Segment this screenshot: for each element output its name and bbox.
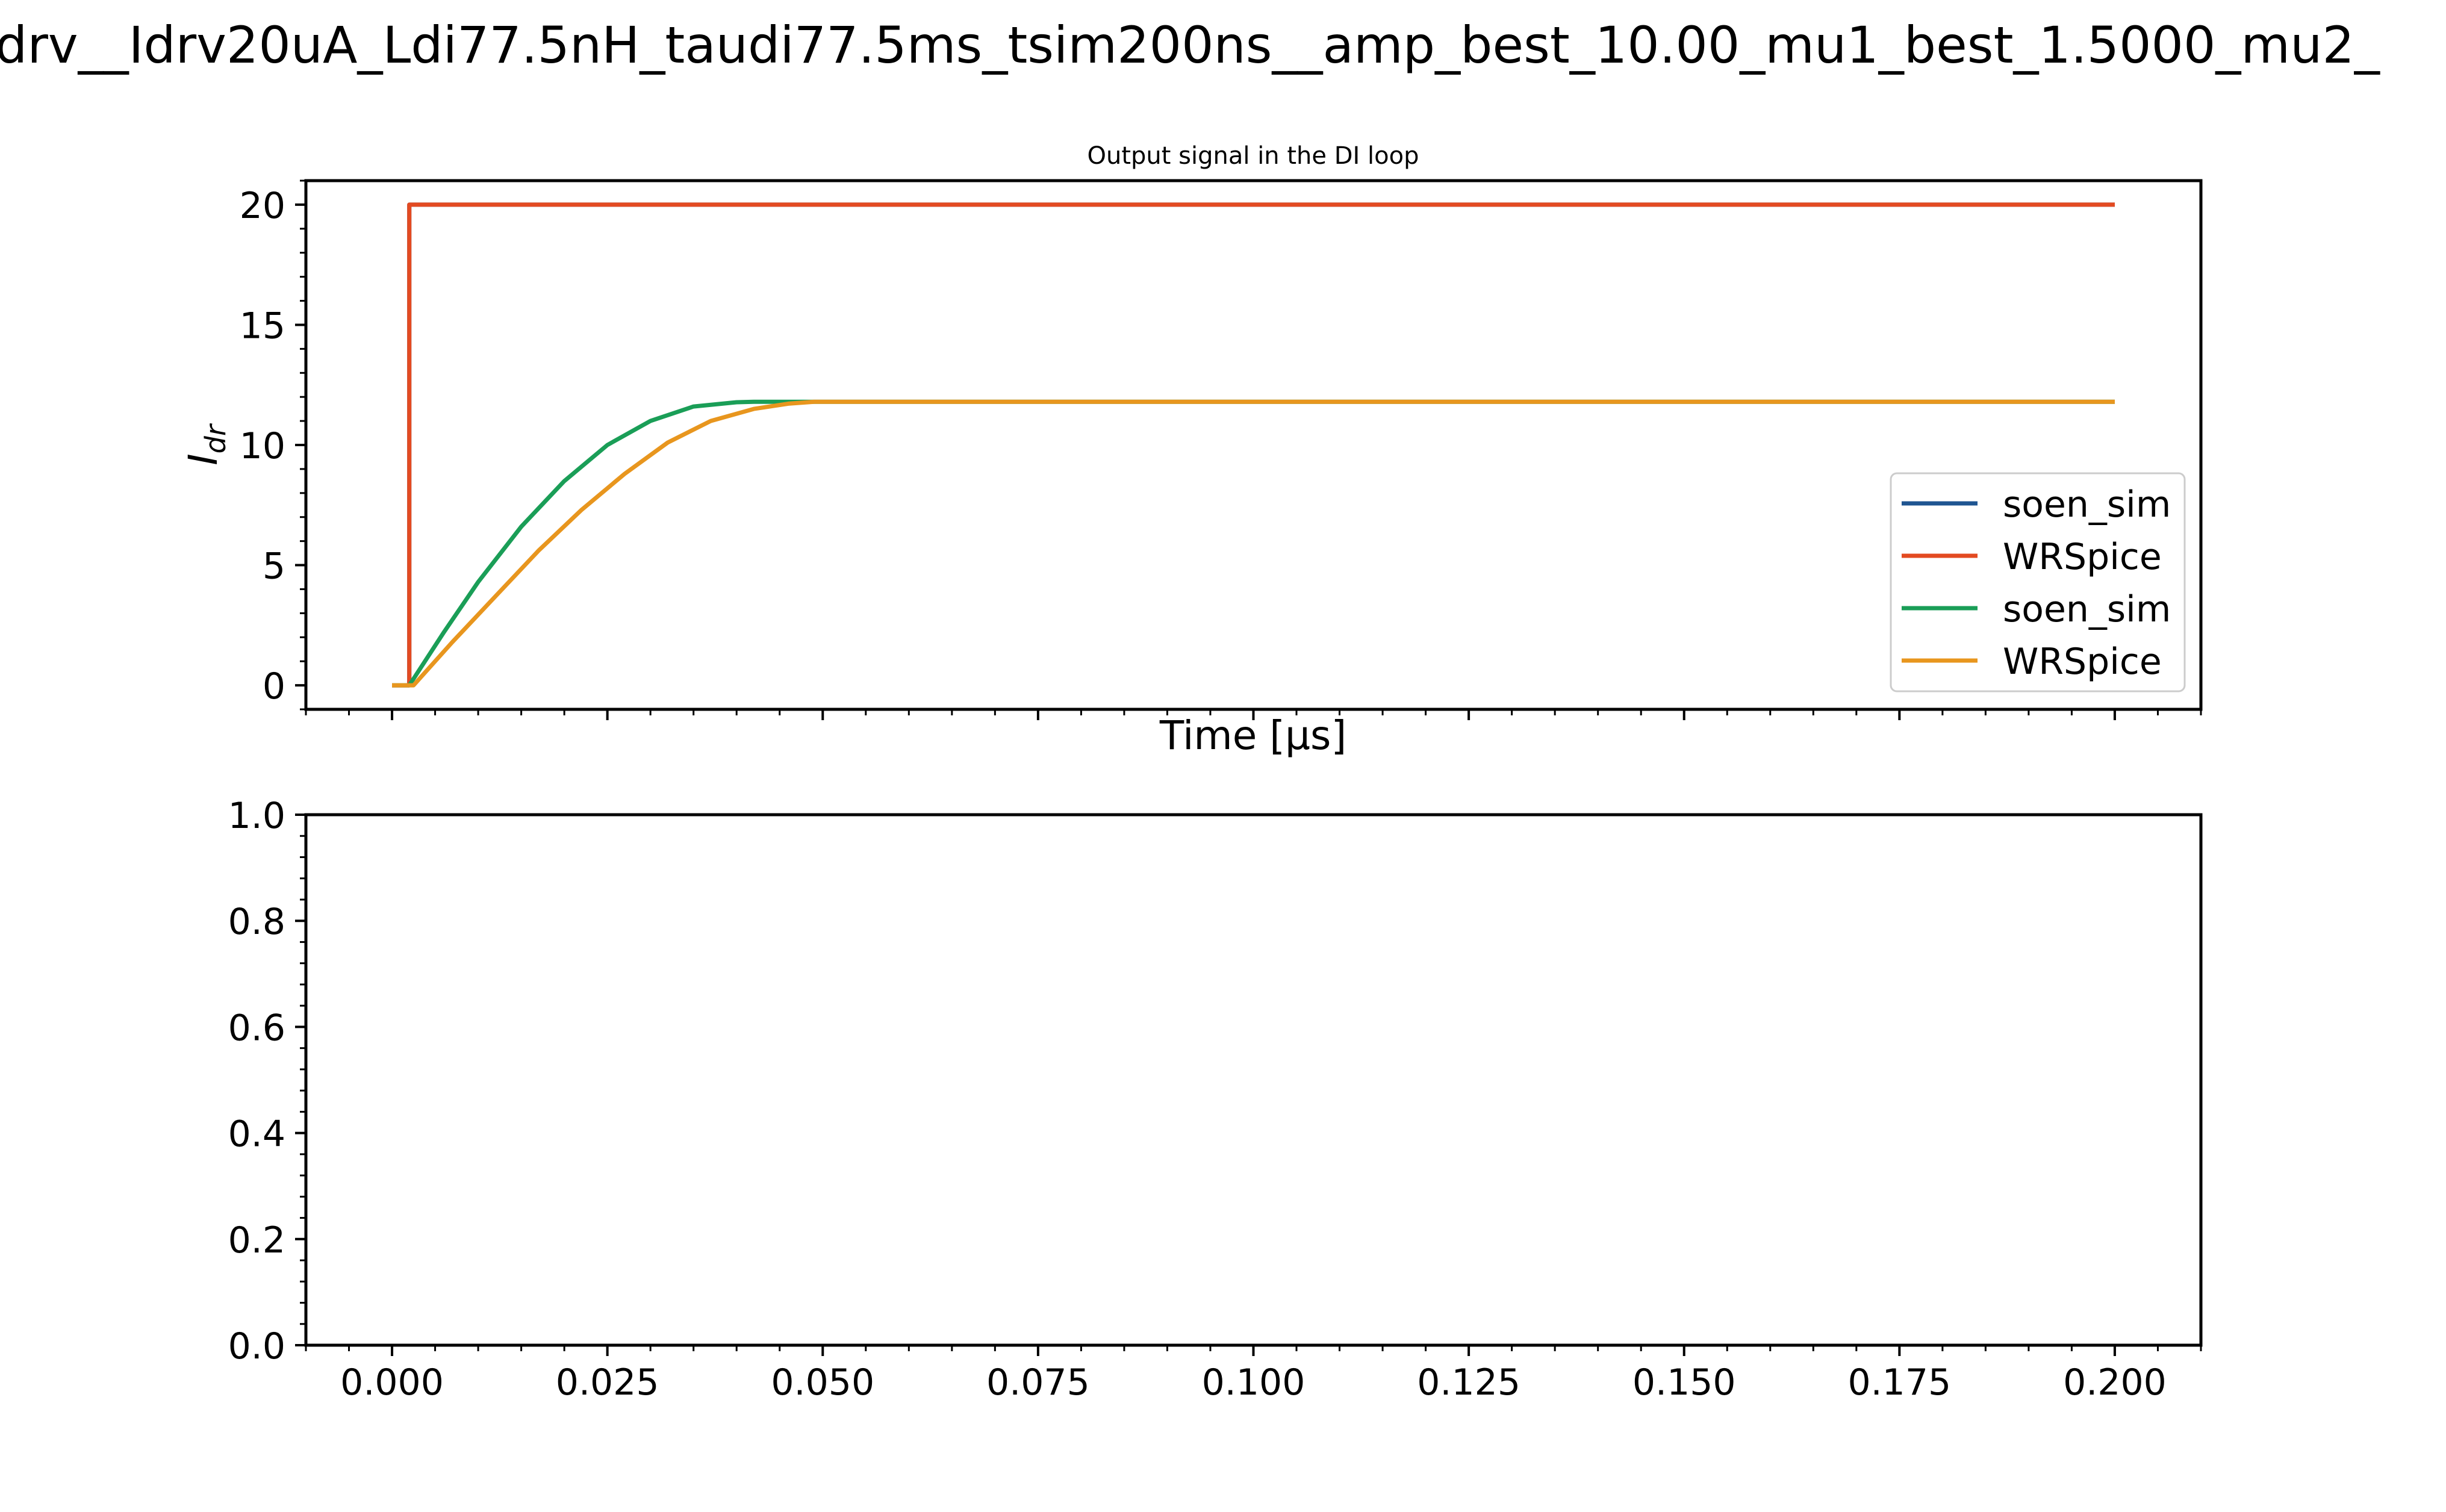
x-tick-label: 0.000: [340, 1361, 444, 1404]
top-panel: Output signal in the DI loop 0 5 10 15 20 Ti…: [180, 142, 2203, 759]
legend: soen_sim WRSpice soen_sim WRSpice: [1890, 472, 2186, 692]
x-tick-label: 0.050: [771, 1361, 874, 1404]
x-tick-label: 0.200: [2063, 1361, 2167, 1404]
x-tick-label: 0.125: [1417, 1361, 1520, 1404]
series-line-3: [392, 399, 2115, 688]
y-tick-label: 15: [240, 305, 285, 347]
x-tick-label: 0.175: [1847, 1361, 1951, 1404]
x-tick-label: 0.100: [1202, 1361, 1305, 1404]
legend-box: [1890, 472, 2186, 692]
x-tick-label: 0.025: [556, 1361, 659, 1404]
series-line-2: [392, 202, 2115, 688]
y-tick-label: 20: [240, 185, 285, 227]
y-tick-label: 1.0: [228, 795, 285, 837]
bottom-panel: 0.00.20.40.60.81.0 0.000 0.025 0.050 0.075 0…: [228, 795, 2203, 1404]
x-tick-label: 0.150: [1632, 1361, 1736, 1404]
bottom-y-axis: 0.0 0.2 0.4 0.6 0.8 1.0: [228, 795, 306, 1367]
legend-label-soen-sim-1: soen_sim: [2003, 484, 2171, 526]
legend-label-wrspice-2: WRSpice: [2003, 641, 2162, 683]
y-tick-label: 0.6: [228, 1007, 285, 1049]
series-line-4: [392, 399, 2115, 688]
top-panel-title: Output signal in the DI loop: [1088, 142, 1419, 170]
top-y-axis: 0 5 10 15 20: [240, 179, 306, 711]
top-x-axis-label: Time [μs]: [1159, 712, 1346, 759]
top-plot-area: [392, 202, 2115, 688]
y-tick-label: 0.8: [228, 901, 285, 943]
top-y-axis-label-main: I: [180, 453, 226, 465]
legend-label-wrspice-1: WRSpice: [2003, 536, 2162, 578]
bottom-x-axis: 0.000 0.025 0.050 0.075 0.100 0.125 0.150 0.175…: [305, 1345, 2202, 1404]
bottom-plot-frame: [304, 813, 2203, 1347]
legend-label-soen-sim-2: soen_sim: [2003, 588, 2171, 630]
top-y-axis-label: Idr: [180, 423, 232, 465]
y-tick-label: 0.4: [228, 1113, 285, 1156]
y-tick-label: 10: [240, 425, 285, 467]
x-tick-label: 0.075: [986, 1361, 1090, 1404]
top-plot-frame: [304, 179, 2203, 711]
series-line-1: [392, 202, 2115, 688]
top-y-axis-label-sub: dr: [199, 423, 232, 453]
y-tick-label: 0.0: [228, 1325, 285, 1367]
y-tick-label: 0.2: [228, 1219, 285, 1262]
y-tick-label: 0: [263, 665, 285, 708]
figure-suptitle: drv__Idrv20uA_Ldi77.5nH_taudi77.5ms_tsim…: [0, 16, 2380, 75]
y-tick-label: 5: [263, 546, 285, 588]
